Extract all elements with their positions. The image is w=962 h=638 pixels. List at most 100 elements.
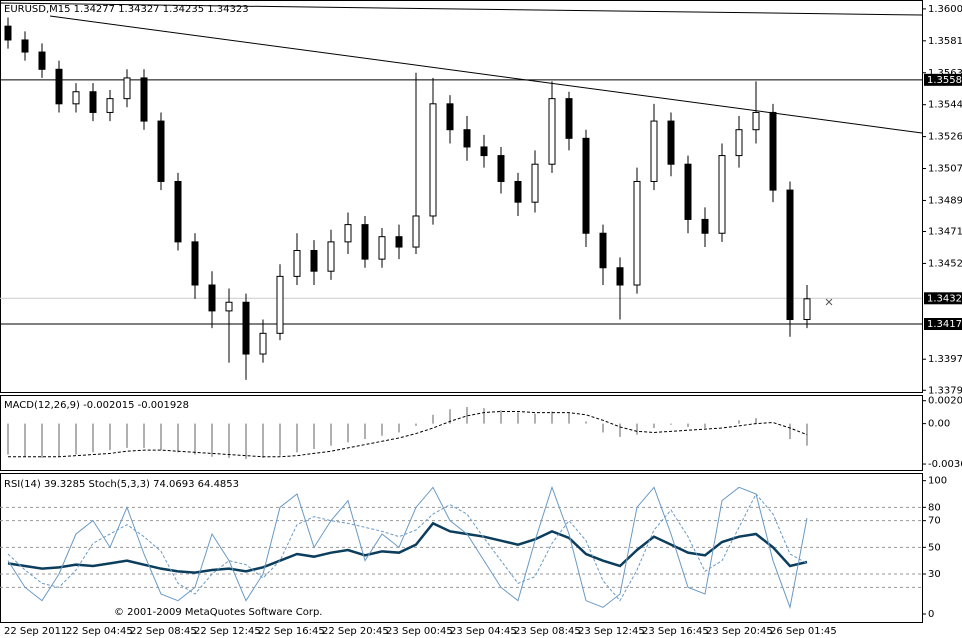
y-tick-label: 1.35445	[928, 100, 962, 111]
candle-body	[786, 189, 794, 321]
candle-body	[4, 25, 12, 41]
x-tick-label: 26 Sep 01:45	[770, 626, 837, 637]
indicator-line	[7, 521, 808, 574]
candle-body	[514, 180, 522, 203]
y-tick-label: 1.35075	[928, 164, 962, 175]
candle-body	[310, 249, 318, 272]
y-tick-label: -0.003660	[928, 459, 962, 470]
candle-body	[242, 301, 250, 355]
close-marker	[825, 298, 833, 306]
candle-body	[752, 111, 760, 131]
price-label: 1.34323	[927, 293, 962, 304]
y-tick-label: 80	[928, 502, 941, 513]
candle-body	[480, 146, 488, 157]
candle-body	[276, 275, 284, 334]
candle-body	[548, 98, 556, 165]
x-tick-label: 22 Sep 12:45	[194, 626, 261, 637]
candle-body	[684, 163, 692, 220]
candle-body	[633, 180, 641, 286]
trendline	[0, 2, 923, 16]
price-label-bg	[924, 73, 962, 86]
y-tick-label: 100	[928, 476, 947, 487]
candle-body	[89, 91, 97, 113]
x-tick-label: 23 Sep 16:45	[642, 626, 709, 637]
candle-body	[72, 91, 80, 105]
price-label: 1.35589	[927, 75, 962, 86]
candle-body	[769, 111, 777, 191]
y-tick-label: 0	[928, 609, 934, 620]
y-tick-label: 1.33970	[928, 354, 962, 365]
x-tick-label: 22 Sep 2011	[4, 626, 67, 637]
x-tick-label: 23 Sep 12:45	[578, 626, 645, 637]
candle-body	[259, 332, 267, 355]
indicator-line	[7, 493, 808, 602]
y-tick-label: 1.35815	[928, 36, 962, 47]
y-tick-label: 1.33790	[928, 385, 962, 396]
candle-body	[157, 120, 165, 182]
candle-body	[21, 39, 29, 53]
candle-body	[650, 120, 658, 182]
candle-body	[140, 77, 148, 122]
y-tick-label: 30	[928, 569, 941, 580]
copyright: © 2001-2009 MetaQuotes Software Corp.	[114, 607, 322, 618]
main-frame	[0, 0, 923, 393]
candle-body	[463, 129, 471, 148]
macd-signal	[8, 410, 808, 458]
rsi-frame	[0, 473, 923, 623]
candle-body	[616, 267, 624, 286]
candle-body	[327, 241, 335, 272]
macd-title: MACD(12,26,9) -0.002015 -0.001928	[4, 400, 189, 411]
candle-body	[361, 224, 369, 260]
x-tick-label: 23 Sep 04:45	[450, 626, 517, 637]
x-tick-label: 22 Sep 20:45	[322, 626, 389, 637]
candle-body	[55, 68, 63, 105]
trendline	[49, 15, 923, 134]
x-tick-label: 23 Sep 20:45	[706, 626, 773, 637]
price-label-bg	[924, 292, 962, 305]
candle-body	[106, 98, 114, 113]
candle-body	[208, 284, 216, 312]
candle-body	[225, 301, 233, 312]
candle-body	[429, 103, 437, 217]
macd-frame	[0, 395, 923, 471]
x-tick-label: 22 Sep 16:45	[258, 626, 325, 637]
candle-body	[565, 98, 573, 139]
candle-body	[123, 77, 131, 100]
candle-body	[718, 155, 726, 234]
candle-body	[191, 241, 199, 286]
candle-body	[293, 249, 301, 277]
candle-body	[803, 298, 811, 321]
y-tick-label: 1.34710	[928, 227, 962, 238]
candle-body	[446, 103, 454, 131]
candle-body	[531, 163, 539, 203]
y-tick-label: 1.35260	[928, 132, 962, 143]
y-tick-label: 50	[928, 542, 941, 553]
indicator-line	[7, 485, 808, 610]
price-label: 1.34174	[927, 319, 962, 330]
x-tick-label: 22 Sep 08:45	[130, 626, 197, 637]
price-label-bg	[924, 318, 962, 331]
candle-body	[599, 232, 607, 269]
y-tick-label: 0.00	[928, 419, 950, 430]
y-tick-label: 1.34525	[928, 258, 962, 269]
main-title: EURUSD,M15 1.34277 1.34327 1.34235 1.343…	[4, 4, 249, 15]
y-tick-label: 0.002075	[928, 396, 962, 407]
candle-body	[412, 215, 420, 248]
y-tick-label: 70	[928, 516, 941, 527]
candle-body	[735, 129, 743, 157]
candle-body	[395, 236, 403, 248]
candle-body	[378, 236, 386, 260]
candle-body	[174, 180, 182, 243]
y-tick-label: 1.34890	[928, 195, 962, 206]
candle-body	[667, 120, 675, 165]
x-tick-label: 23 Sep 08:45	[514, 626, 581, 637]
x-tick-label: 23 Sep 00:45	[386, 626, 453, 637]
candle-body	[344, 224, 352, 243]
y-tick-label: 1.35630	[928, 68, 962, 79]
candle-body	[701, 218, 709, 234]
candle-body	[582, 137, 590, 234]
x-tick-label: 22 Sep 04:45	[66, 626, 133, 637]
y-tick-label: 1.36000	[928, 4, 962, 15]
